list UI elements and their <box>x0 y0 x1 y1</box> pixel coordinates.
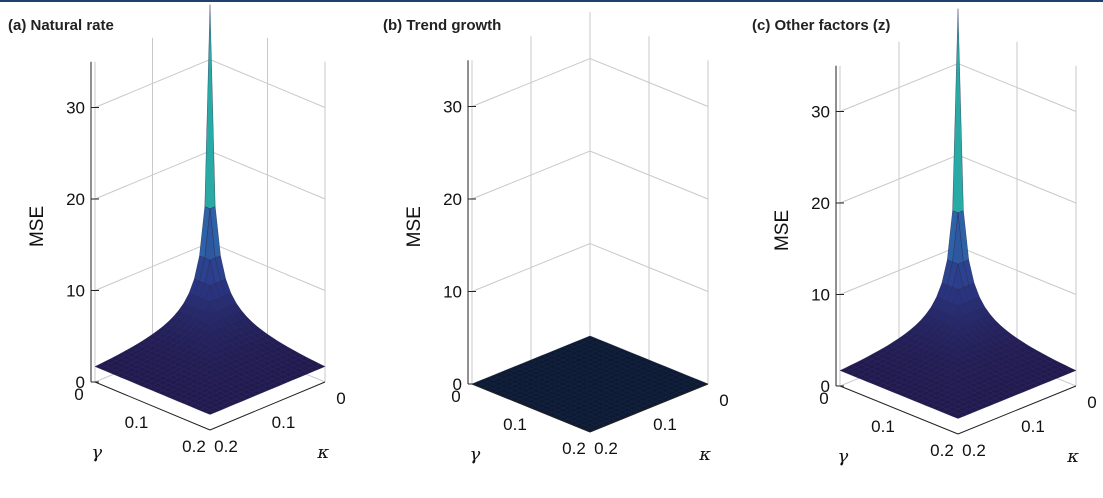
kappa-tick-label: 0.2 <box>214 437 238 456</box>
z-tick-label: 30 <box>811 103 830 122</box>
gamma-tick-label: 0.1 <box>871 417 895 436</box>
gamma-tick-label: 0.1 <box>503 415 527 434</box>
kappa-tick-label: 0 <box>336 389 345 408</box>
z-tick-label: 10 <box>811 286 830 305</box>
gamma-tick-label: 0.2 <box>930 441 954 460</box>
kappa-tick-label: 0.1 <box>272 413 296 432</box>
surface-mesh <box>94 4 326 415</box>
z-tick-label: 0 <box>821 377 830 396</box>
z-tick-label: 20 <box>443 190 462 209</box>
z-axis-label: MSE <box>27 206 48 247</box>
kappa-axis-label: κ <box>698 444 711 465</box>
surface-patch <box>204 4 216 209</box>
surface-plot-1: 0 10 20 30 MSE 0 0.1 0.2 0.2 0.1 0 γ κ <box>404 12 729 465</box>
kappa-tick-label: 0.2 <box>594 439 618 458</box>
kappa-axis-line <box>209 381 326 431</box>
gamma-axis-label: γ <box>469 444 480 465</box>
gamma-tick-label: 0.2 <box>182 437 206 456</box>
kappa-tick-label: 0 <box>719 391 728 410</box>
panel-title-c: (c) Other factors (z) <box>752 17 891 34</box>
gamma-axis-line <box>94 381 211 431</box>
z-tick-label: 10 <box>443 283 462 302</box>
z-tick-label: 30 <box>443 98 462 117</box>
panel-title-a: (a) Natural rate <box>8 17 114 34</box>
surface-plot-0: 0 10 20 30 MSE 0 0.1 0.2 0.2 0.1 0 γ κ <box>27 4 346 463</box>
gamma-tick-label: 0.2 <box>562 439 586 458</box>
kappa-tick-label: 0.2 <box>962 441 986 460</box>
gamma-axis-line <box>839 385 959 435</box>
z-tick-label: 0 <box>76 373 85 392</box>
surface-patch <box>952 413 964 419</box>
kappa-axis-line <box>957 385 1077 435</box>
z-tick-label: 30 <box>66 99 85 118</box>
gamma-axis-label: γ <box>91 442 102 463</box>
surface-mesh <box>471 335 709 433</box>
gamma-axis-line <box>471 383 591 433</box>
z-tick-label: 20 <box>66 190 85 209</box>
gamma-tick-label: 0 <box>74 385 83 404</box>
z-axis-label: MSE <box>404 206 425 247</box>
z-tick-label: 0 <box>453 375 462 394</box>
surface-patch <box>204 409 216 415</box>
gamma-tick-label: 0 <box>451 387 460 406</box>
gamma-tick-label: 0 <box>819 389 828 408</box>
z-axis-label: MSE <box>772 210 793 251</box>
wall-grid-line <box>471 150 709 200</box>
z-tick-label: 20 <box>811 194 830 213</box>
top-rule <box>0 0 1103 2</box>
surface-plot-2: 0 10 20 30 MSE 0 0.1 0.2 0.2 0.1 0 γ κ <box>772 8 1097 467</box>
kappa-axis-label: κ <box>316 442 329 463</box>
wall-grid-line <box>471 57 709 107</box>
z-tick-label: 10 <box>66 282 85 301</box>
surface-mesh <box>839 8 1077 419</box>
wall-grid-line <box>471 242 709 292</box>
kappa-tick-label: 0 <box>1087 393 1096 412</box>
kappa-axis-label: κ <box>1066 446 1079 467</box>
surface-patch <box>952 8 964 213</box>
kappa-axis-line <box>589 383 709 433</box>
kappa-tick-label: 0.1 <box>1021 417 1045 436</box>
gamma-tick-label: 0.1 <box>125 413 149 432</box>
kappa-tick-label: 0.1 <box>653 415 677 434</box>
gamma-axis-label: γ <box>837 446 848 467</box>
panel-title-b: (b) Trend growth <box>383 17 502 34</box>
